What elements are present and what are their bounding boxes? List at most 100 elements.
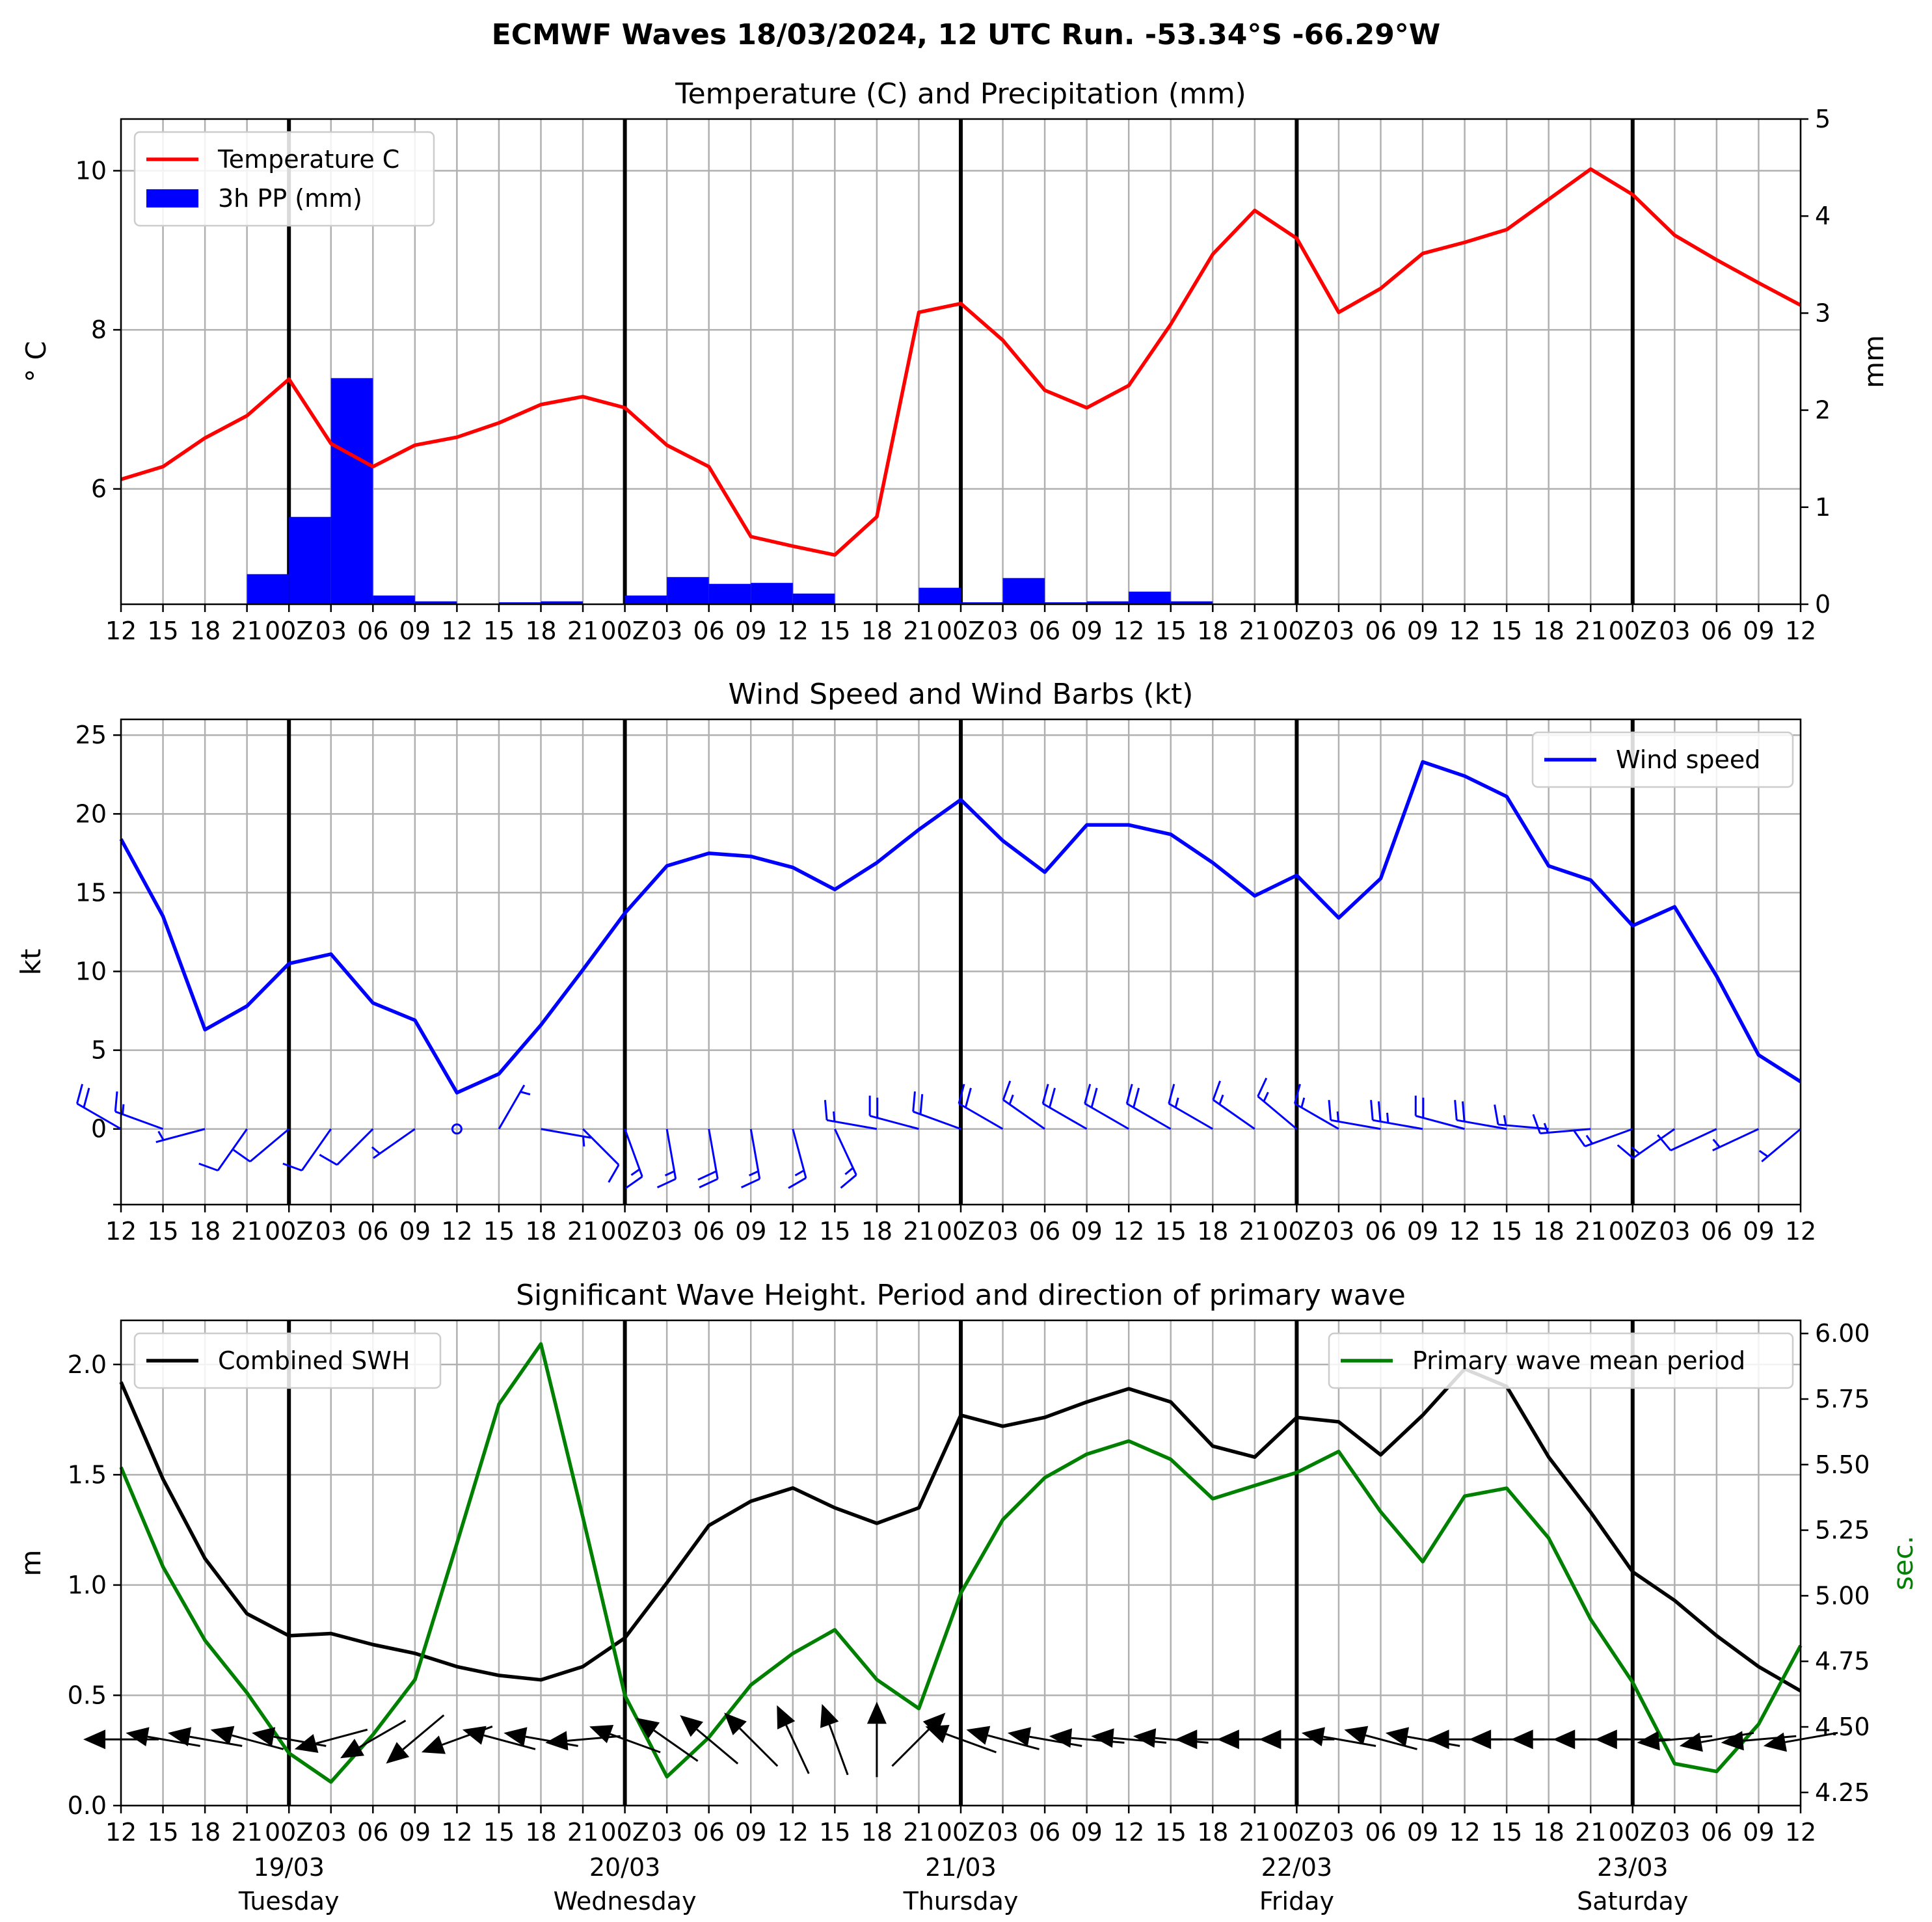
wind-barb [833,1128,857,1189]
barb-half-feather [1174,1097,1179,1108]
barb-staff [336,1128,374,1166]
x-tick-label: 21 [1239,1217,1270,1246]
wave-direction-arrow [386,1714,445,1764]
barb-staff [665,1128,677,1179]
panel-title: Wind Speed and Wind Barbs (kt) [729,678,1194,711]
y-tick-label: 1.5 [68,1460,107,1489]
x-tick-label: 12 [105,1217,137,1246]
wind-barb [1454,1100,1507,1130]
x-tick-label: 09 [1407,1217,1438,1246]
x-tick-label: 15 [147,1818,178,1847]
barb-staff [155,1128,206,1143]
arrow-head [922,1713,946,1735]
legend-label: Combined SWH [218,1346,410,1375]
y-tick-label: 6 [91,475,107,503]
x-tick-label: 12 [1785,1217,1816,1246]
x-tick-label: 15 [147,617,178,645]
y2-tick-label: 5 [1815,105,1831,133]
x-tick-label: 15 [819,1217,850,1246]
wave-direction-arrow [680,1715,739,1765]
precip-bar [330,378,373,604]
barb-feather [1090,1088,1098,1108]
day-date-label: 21/03 [925,1853,997,1882]
wind-barb [233,1128,290,1163]
wind-barb [1617,1128,1676,1159]
x-tick-label: 06 [693,1217,725,1246]
wind-barb [912,1091,961,1130]
arrow-shaft [1029,1735,1082,1747]
x-tick-label: 06 [1029,1217,1060,1246]
day-name-label: Wednesday [554,1887,697,1915]
barb-staff [1330,1119,1381,1130]
arrow-head [462,1726,487,1745]
wind-barb [624,1128,643,1190]
x-tick-label: 12 [1449,617,1480,645]
y2-tick-label: 4 [1815,202,1831,230]
barb-staff [541,1128,591,1139]
barb-staff [217,1128,248,1171]
wave-direction-arrow [925,1724,997,1754]
wind-barb [1125,1084,1172,1130]
precip-bar [1002,578,1045,604]
x-tick-label: 21 [1575,617,1606,645]
arrow-shaft [653,1729,699,1762]
arrow-head [1091,1728,1114,1748]
y-tick-label: 0.5 [68,1681,107,1709]
wave-direction-arrow [462,1726,536,1750]
x-tick-label: 12 [1449,1818,1480,1847]
x-tick-label: 09 [1743,1818,1774,1847]
x-tick-label: 03 [315,1818,347,1847]
wind-barb [1084,1084,1129,1130]
barb-feather [964,1088,972,1108]
x-tick-label: 09 [735,617,766,645]
wave-direction-arrow [1259,1729,1335,1750]
arrow-head [1133,1728,1157,1748]
arrow-shaft [828,1724,849,1776]
arrow-shaft [785,1724,810,1774]
barb-staff [301,1128,332,1171]
day-name-label: Tuesday [238,1887,340,1915]
day-name-label: Saturday [1577,1887,1688,1915]
x-tick-label: 15 [1155,1818,1187,1847]
x-tick-label: 09 [1407,617,1438,645]
arrow-head [820,1703,839,1728]
barb-feather [198,1162,219,1172]
x-tick-label: 00Z [937,1818,985,1847]
day-date-label: 20/03 [589,1853,661,1882]
barb-staff [1415,1115,1465,1130]
barb-feather [697,1170,717,1181]
x-tick-label: 06 [357,617,388,645]
wave-direction-arrow [210,1726,284,1750]
barb-half-feather [749,1170,759,1177]
x-tick-label: 21 [903,1818,934,1847]
y-tick-label: 2.0 [68,1350,107,1379]
barb-half-feather [1263,1091,1269,1102]
x-tick-label: 18 [1197,1217,1228,1246]
y2-tick-label: 3 [1815,299,1831,327]
x-tick-label: 09 [1071,617,1102,645]
arrow-head [1594,1729,1617,1750]
arrow-head [1553,1729,1576,1750]
precip-bar [247,574,289,604]
x-tick-label: 09 [1407,1818,1438,1847]
precip-bar [708,583,751,604]
x-tick-label: 12 [441,617,472,645]
barb-feather [912,1091,916,1112]
x-tick-label: 18 [861,1217,892,1246]
arrow-shaft [696,1728,739,1765]
chart-suptitle: ECMWF Waves 18/03/2024, 12 UTC Run. -53.… [492,18,1441,51]
x-tick-label: 15 [819,1818,850,1847]
x-tick-label: 03 [987,1217,1018,1246]
barb-half-feather [1218,1094,1224,1105]
barb-half-feather [157,1130,165,1141]
y2-tick-label: 0 [1815,590,1831,619]
precip-bar [961,602,1003,604]
x-tick-label: 18 [525,1818,556,1847]
barb-half-feather [833,1111,836,1122]
wind-legend [1531,731,1794,788]
x-tick-label: 06 [357,1217,388,1246]
barb-staff [1126,1102,1172,1130]
wave-direction-arrow [966,1726,1040,1750]
barb-staff [1540,1128,1591,1135]
